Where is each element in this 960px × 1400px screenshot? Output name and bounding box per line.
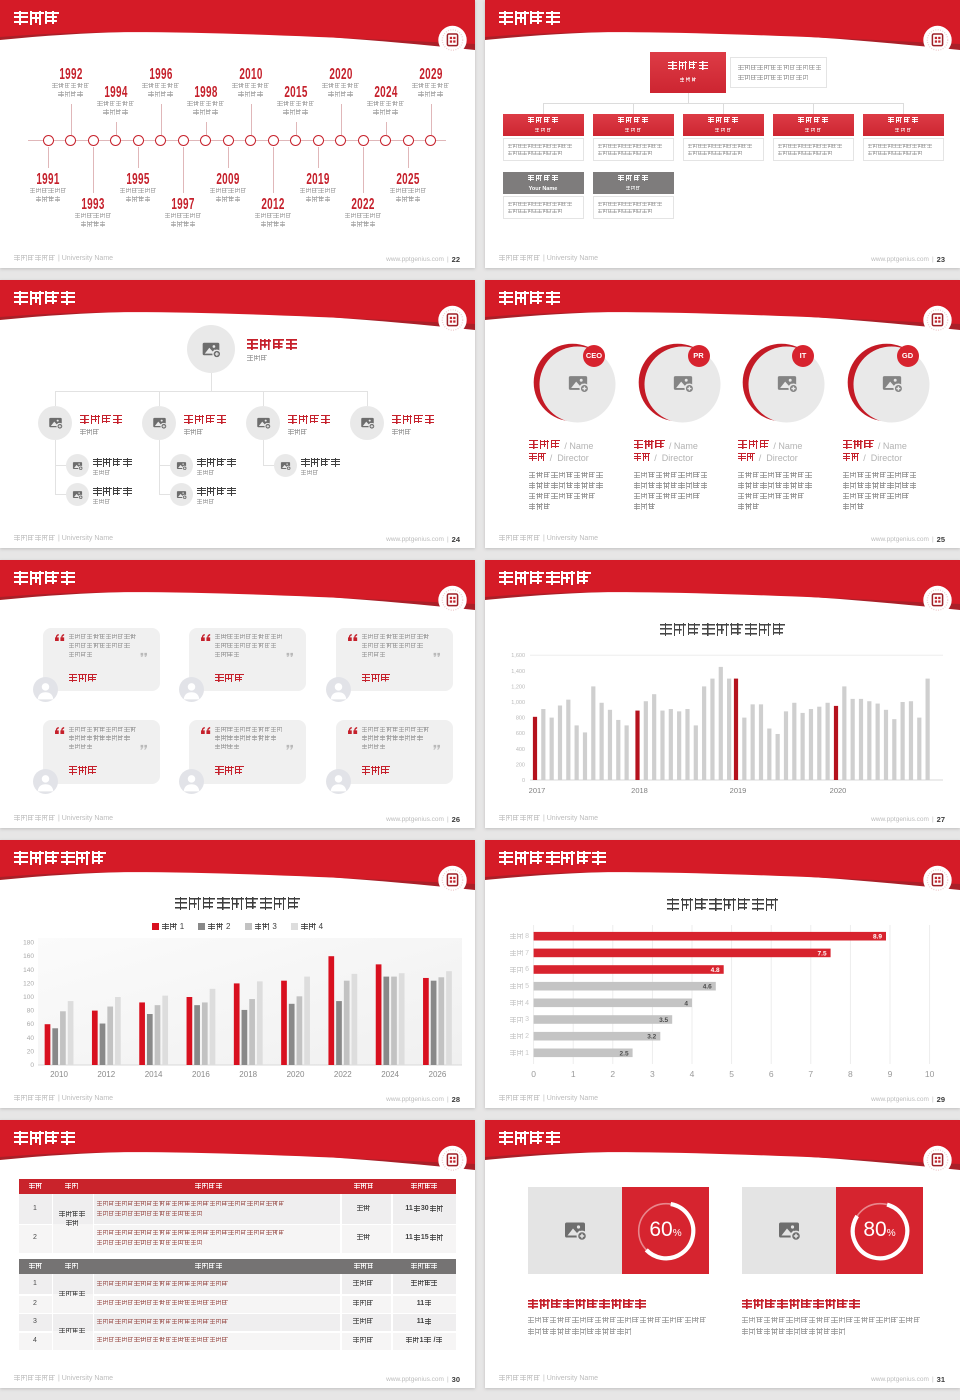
svg-text:180: 180 [23, 940, 34, 947]
svg-text:1: 1 [571, 1069, 576, 1079]
svg-text:1,200: 1,200 [511, 684, 525, 690]
svg-text:0: 0 [522, 778, 525, 784]
svg-text:100: 100 [23, 994, 34, 1001]
svg-text:7.5: 7.5 [818, 950, 827, 957]
svg-text:2018: 2018 [239, 1070, 257, 1079]
svg-text:3.2: 3.2 [647, 1034, 656, 1041]
svg-text:4: 4 [684, 1000, 688, 1007]
svg-text:7: 7 [808, 1069, 813, 1079]
svg-text:80: 80 [27, 1008, 35, 1015]
svg-text:2024: 2024 [381, 1070, 399, 1079]
svg-text:0: 0 [531, 1069, 536, 1079]
svg-text:2019: 2019 [730, 786, 747, 795]
svg-text:2020: 2020 [830, 786, 847, 795]
svg-text:2018: 2018 [631, 786, 648, 795]
svg-text:120: 120 [23, 980, 34, 987]
svg-text:5: 5 [729, 1069, 734, 1079]
svg-text:2.5: 2.5 [620, 1050, 629, 1057]
svg-text:20: 20 [27, 1048, 35, 1055]
svg-text:2026: 2026 [429, 1070, 447, 1079]
svg-text:1,400: 1,400 [511, 669, 525, 675]
svg-text:60: 60 [27, 1021, 35, 1028]
svg-text:160: 160 [23, 953, 34, 960]
svg-text:8.9: 8.9 [873, 934, 882, 941]
svg-text:600: 600 [516, 731, 525, 737]
svg-text:200: 200 [516, 762, 525, 768]
svg-text:2020: 2020 [287, 1070, 305, 1079]
svg-text:0: 0 [30, 1062, 34, 1069]
svg-text:2017: 2017 [529, 786, 546, 795]
svg-text:1,600: 1,600 [511, 653, 525, 659]
svg-text:140: 140 [23, 967, 34, 974]
svg-text:800: 800 [516, 716, 525, 722]
svg-text:2012: 2012 [97, 1070, 115, 1079]
svg-text:3.5: 3.5 [659, 1017, 668, 1024]
svg-text:2014: 2014 [145, 1070, 163, 1079]
svg-text:2: 2 [610, 1069, 615, 1079]
svg-text:400: 400 [516, 747, 525, 753]
svg-text:9: 9 [888, 1069, 893, 1079]
svg-text:4.8: 4.8 [711, 967, 720, 974]
svg-text:4: 4 [690, 1069, 695, 1079]
svg-text:6: 6 [769, 1069, 774, 1079]
svg-text:3: 3 [650, 1069, 655, 1079]
svg-text:40: 40 [27, 1035, 35, 1042]
svg-text:10: 10 [925, 1069, 935, 1079]
svg-text:8: 8 [848, 1069, 853, 1079]
svg-text:1,000: 1,000 [511, 700, 525, 706]
svg-text:2022: 2022 [334, 1070, 352, 1079]
svg-text:4.6: 4.6 [703, 984, 712, 991]
svg-text:2010: 2010 [50, 1070, 68, 1079]
svg-text:2016: 2016 [192, 1070, 210, 1079]
